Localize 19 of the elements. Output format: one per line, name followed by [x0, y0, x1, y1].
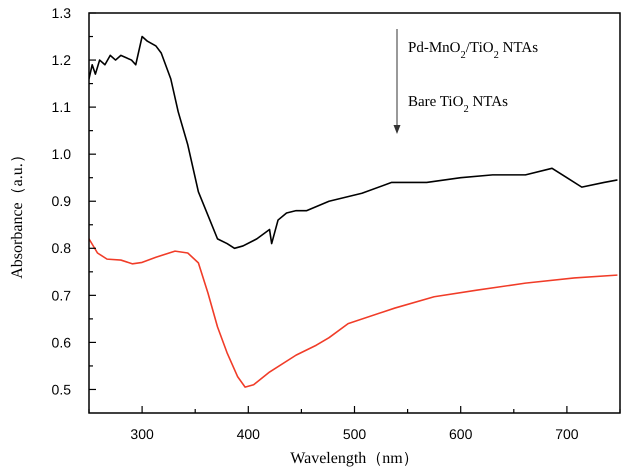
y-tick-label: 1.2 [52, 52, 72, 68]
line-series [89, 238, 618, 388]
y-tick-label: 1.1 [52, 99, 72, 116]
annotation: Pd-MnO$_{2}$/TiO$_{2}$ NTAs [408, 40, 538, 60]
y-tick-label: 1.3 [52, 4, 72, 21]
x-tick-label: 400 [236, 426, 260, 442]
x-axis-title: Wavelength（nm） [290, 450, 419, 467]
y-tick-label: 0.6 [52, 334, 72, 350]
y-tick-label: 0.5 [52, 381, 72, 398]
annotation: Bare TiO$_{2}$ NTAs [408, 94, 508, 114]
x-tick-label: 300 [130, 426, 154, 442]
x-tick-label: 500 [342, 426, 366, 442]
x-tick-label: 700 [555, 426, 579, 442]
text: 1.0 [52, 146, 71, 162]
y-tick-label: 0.8 [52, 240, 72, 256]
y-tick-label: 0.9 [52, 193, 72, 210]
x-tick-label: 600 [449, 426, 473, 442]
y-tick-label: 0.7 [52, 287, 72, 304]
y-axis-title: Absorbance（a.u.） [9, 147, 26, 279]
